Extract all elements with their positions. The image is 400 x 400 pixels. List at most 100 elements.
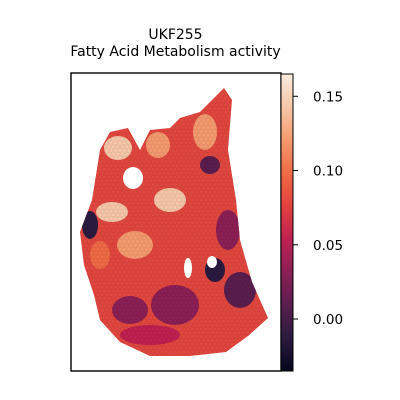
spot xyxy=(210,171,215,176)
spot xyxy=(159,205,164,210)
spot xyxy=(126,216,131,221)
spot xyxy=(186,296,191,301)
spot xyxy=(150,144,156,149)
hotspot xyxy=(154,188,186,212)
spot xyxy=(124,190,129,195)
spot xyxy=(133,220,138,225)
spot xyxy=(175,247,180,252)
spot xyxy=(236,307,241,313)
spot xyxy=(216,98,222,104)
spot xyxy=(219,148,224,153)
spot xyxy=(192,330,197,335)
spot xyxy=(219,102,224,107)
spot xyxy=(168,152,173,157)
spot xyxy=(201,285,206,290)
spot xyxy=(170,269,175,275)
spot xyxy=(100,155,105,161)
spot xyxy=(225,190,230,195)
spot xyxy=(164,342,169,347)
spot xyxy=(227,292,233,297)
spot xyxy=(113,224,118,229)
spot xyxy=(175,178,180,183)
spot xyxy=(201,209,206,214)
spot xyxy=(120,144,125,149)
spot xyxy=(247,304,252,309)
spot xyxy=(183,193,189,199)
spot xyxy=(216,114,222,119)
spot xyxy=(157,201,162,206)
chart-title: UKF255 xyxy=(148,27,202,43)
spot xyxy=(234,266,239,271)
spot xyxy=(225,273,230,278)
spot xyxy=(106,281,112,286)
spot xyxy=(208,304,213,309)
spot xyxy=(212,311,217,316)
spot xyxy=(91,269,96,275)
spot xyxy=(225,212,230,218)
spot xyxy=(139,269,145,275)
spot xyxy=(100,163,105,168)
spot xyxy=(186,197,191,202)
spot xyxy=(157,216,162,221)
spot xyxy=(177,288,182,294)
spot xyxy=(203,228,208,233)
spot xyxy=(190,228,195,233)
spot xyxy=(192,224,197,229)
spot xyxy=(100,315,105,320)
spot xyxy=(161,155,167,161)
spot xyxy=(164,235,169,240)
spot xyxy=(223,163,228,168)
spot xyxy=(109,171,114,176)
spot xyxy=(192,133,197,138)
spot xyxy=(137,296,142,301)
spot xyxy=(115,228,120,233)
spot xyxy=(236,247,241,252)
spot xyxy=(214,224,219,229)
spot xyxy=(199,129,204,134)
spot xyxy=(243,266,248,271)
spot xyxy=(234,288,239,294)
spot xyxy=(168,144,173,149)
spot xyxy=(166,323,171,328)
spot xyxy=(126,307,131,313)
spot xyxy=(168,304,173,309)
spot xyxy=(126,300,131,305)
spot xyxy=(161,247,167,252)
spot xyxy=(249,307,255,313)
spot xyxy=(120,319,125,324)
spot xyxy=(109,140,114,145)
spot xyxy=(212,174,217,180)
spot xyxy=(181,250,186,256)
spot xyxy=(210,300,215,305)
spot xyxy=(172,182,178,187)
spot xyxy=(192,338,197,343)
spot xyxy=(201,323,206,328)
spot xyxy=(115,250,120,256)
spot xyxy=(210,117,215,123)
spot xyxy=(144,269,149,275)
spot xyxy=(157,239,162,244)
spot xyxy=(170,125,175,130)
spot xyxy=(219,239,224,244)
spot xyxy=(104,285,109,290)
spot xyxy=(179,285,184,290)
spot xyxy=(137,311,142,316)
spot xyxy=(172,144,178,149)
spot xyxy=(230,326,235,332)
spot xyxy=(201,186,206,191)
spot xyxy=(201,216,206,221)
spot xyxy=(106,167,112,172)
spot xyxy=(205,323,211,328)
spot xyxy=(214,148,219,153)
spot xyxy=(133,266,138,271)
spot xyxy=(214,186,219,191)
spot xyxy=(177,121,182,126)
spot xyxy=(208,129,213,134)
spot xyxy=(186,334,191,339)
spot xyxy=(197,345,202,351)
spot xyxy=(190,243,195,248)
spot xyxy=(109,323,114,328)
colorbar-frame xyxy=(280,73,294,372)
spot xyxy=(126,277,131,282)
